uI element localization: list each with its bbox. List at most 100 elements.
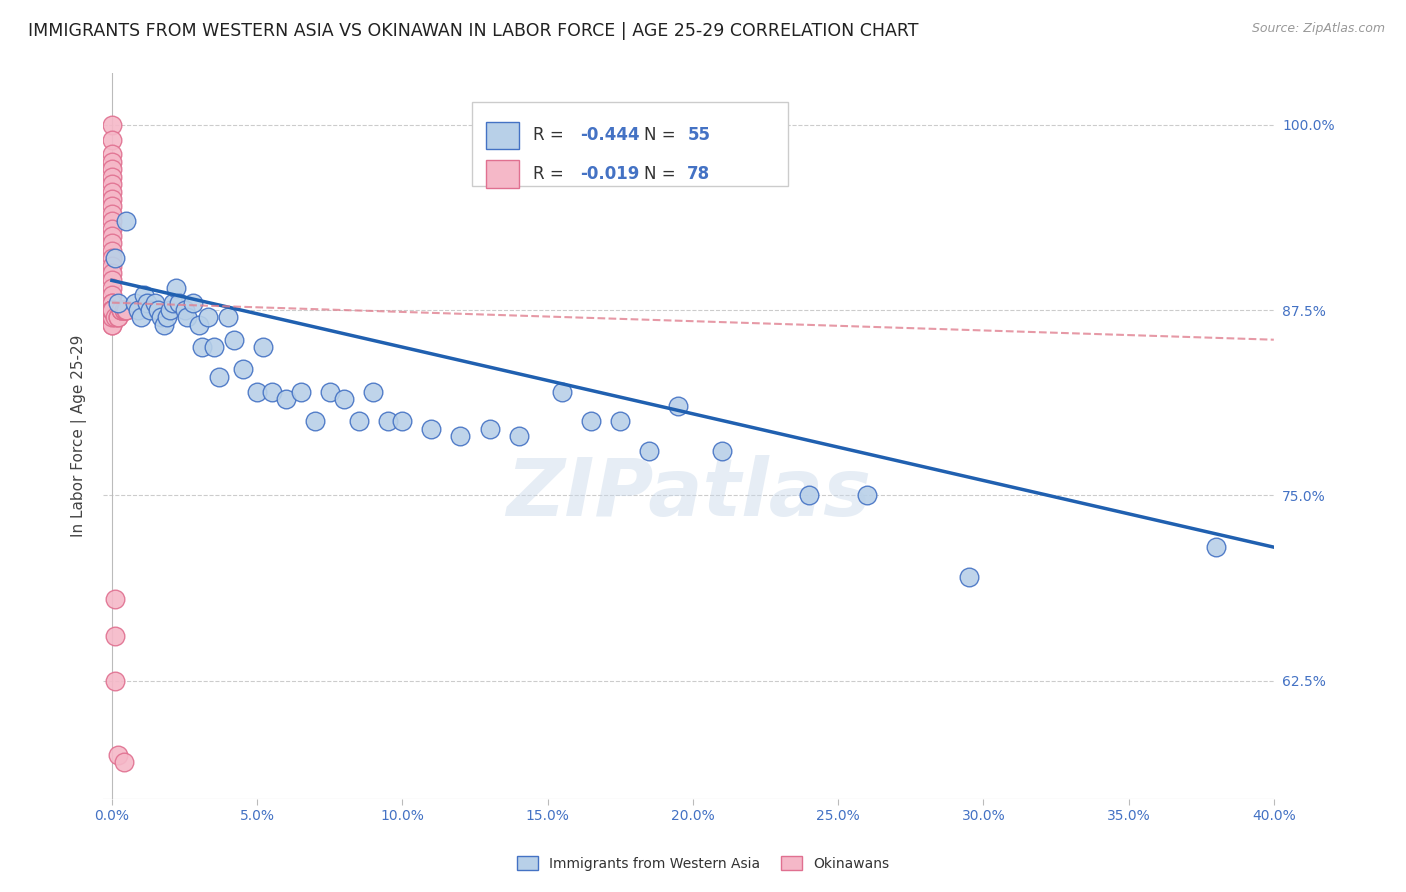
Point: [159, 303, 181, 318]
Point: [101, 259, 124, 273]
Point: [333, 392, 356, 406]
Point: [176, 310, 198, 325]
Point: [101, 310, 124, 325]
Point: [638, 443, 661, 458]
Point: [551, 384, 574, 399]
Point: [101, 310, 124, 325]
Point: [101, 303, 124, 318]
Point: [391, 414, 413, 428]
Point: [110, 303, 132, 318]
Point: [101, 303, 124, 318]
FancyBboxPatch shape: [472, 102, 787, 186]
Point: [112, 303, 135, 318]
Point: [101, 303, 124, 318]
Point: [101, 303, 124, 318]
Point: [101, 303, 124, 318]
Legend: Immigrants from Western Asia, Okinawans: Immigrants from Western Asia, Okinawans: [512, 850, 894, 876]
Text: -0.019: -0.019: [579, 165, 638, 183]
Point: [148, 303, 170, 318]
Point: [101, 236, 124, 251]
Point: [101, 318, 124, 332]
Point: [101, 169, 124, 184]
Point: [101, 303, 124, 318]
Point: [319, 384, 342, 399]
Point: [1205, 540, 1227, 554]
Y-axis label: In Labor Force | Age 25-29: In Labor Force | Age 25-29: [72, 334, 87, 537]
Point: [232, 362, 254, 376]
Point: [101, 251, 124, 265]
Point: [156, 310, 179, 325]
Point: [101, 303, 124, 318]
Text: R =: R =: [533, 165, 569, 183]
Point: [101, 303, 124, 318]
Point: [138, 303, 160, 318]
Point: [101, 303, 124, 318]
Point: [101, 303, 124, 318]
Point: [101, 310, 124, 325]
Point: [101, 310, 124, 325]
Point: [508, 429, 530, 443]
Point: [101, 303, 124, 318]
Point: [856, 488, 879, 502]
Text: Source: ZipAtlas.com: Source: ZipAtlas.com: [1251, 22, 1385, 36]
Point: [115, 303, 138, 318]
Point: [124, 295, 146, 310]
Point: [115, 214, 138, 228]
Point: [104, 310, 127, 325]
Point: [101, 303, 124, 318]
Point: [101, 303, 124, 318]
Point: [957, 570, 980, 584]
Point: [101, 177, 124, 191]
Point: [153, 318, 176, 332]
Point: [363, 384, 385, 399]
Point: [181, 295, 204, 310]
Point: [150, 310, 173, 325]
Point: [579, 414, 602, 428]
Point: [101, 266, 124, 280]
Point: [101, 229, 124, 244]
Point: [101, 303, 124, 318]
Point: [191, 340, 214, 354]
Point: [666, 400, 689, 414]
Point: [222, 333, 245, 347]
Text: N =: N =: [644, 165, 681, 183]
Point: [188, 318, 211, 332]
Point: [101, 244, 124, 258]
Point: [110, 303, 132, 318]
Point: [101, 221, 124, 235]
Point: [101, 303, 124, 318]
Point: [101, 154, 124, 169]
Text: R =: R =: [533, 127, 569, 145]
Point: [101, 207, 124, 221]
Point: [101, 303, 124, 318]
Point: [101, 303, 124, 318]
Point: [347, 414, 370, 428]
Point: [101, 288, 124, 302]
Point: [217, 310, 239, 325]
Point: [101, 303, 124, 318]
Point: [101, 303, 124, 318]
Point: [112, 755, 135, 769]
Text: 78: 78: [688, 165, 710, 183]
Point: [145, 295, 167, 310]
Point: [101, 303, 124, 318]
Point: [107, 310, 129, 325]
Point: [101, 162, 124, 177]
Bar: [486, 160, 519, 187]
Point: [101, 303, 124, 318]
Point: [101, 214, 124, 228]
Point: [162, 295, 184, 310]
Point: [101, 303, 124, 318]
Point: [450, 429, 472, 443]
Text: N =: N =: [644, 127, 681, 145]
Point: [101, 303, 124, 318]
Point: [609, 414, 631, 428]
Text: IMMIGRANTS FROM WESTERN ASIA VS OKINAWAN IN LABOR FORCE | AGE 25-29 CORRELATION : IMMIGRANTS FROM WESTERN ASIA VS OKINAWAN…: [28, 22, 918, 40]
Point: [377, 414, 399, 428]
Text: -0.444: -0.444: [579, 127, 640, 145]
Point: [135, 295, 157, 310]
Text: 55: 55: [688, 127, 710, 145]
Point: [101, 118, 124, 132]
Point: [115, 303, 138, 318]
Point: [202, 340, 225, 354]
